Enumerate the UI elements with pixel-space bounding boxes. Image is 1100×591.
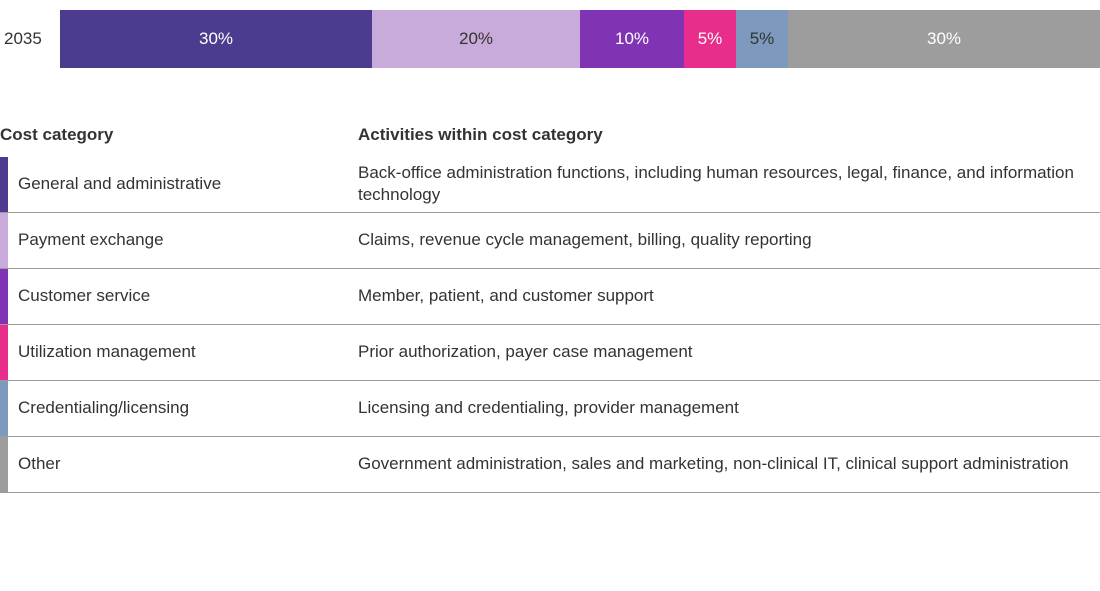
row-activities: Prior authorization, payer case manageme… xyxy=(358,325,1100,380)
row-activities: Claims, revenue cycle management, billin… xyxy=(358,213,1100,268)
year-label: 2035 xyxy=(0,29,60,49)
bar-segment-label: 5% xyxy=(750,29,775,49)
row-category: Payment exchange xyxy=(8,213,358,268)
bar-segment-label: 10% xyxy=(615,29,649,49)
stacked-bar-row: 2035 30% 20% 10% 5% 5% 30% xyxy=(0,0,1100,88)
row-swatch xyxy=(0,325,8,380)
header-activities: Activities within cost category xyxy=(358,124,1100,147)
row-category: Customer service xyxy=(8,269,358,324)
table-row: Credentialing/licensingLicensing and cre… xyxy=(0,381,1100,437)
row-category: Credentialing/licensing xyxy=(8,381,358,436)
row-activities: Licensing and credentialing, provider ma… xyxy=(358,381,1100,436)
bar-segment-customer-service: 10% xyxy=(580,10,684,68)
table-row: Utilization managementPrior authorizatio… xyxy=(0,325,1100,381)
row-activities: Member, patient, and customer support xyxy=(358,269,1100,324)
table-row: Payment exchangeClaims, revenue cycle ma… xyxy=(0,213,1100,269)
row-category: General and administrative xyxy=(8,157,358,212)
row-swatch xyxy=(0,381,8,436)
cost-category-table: Cost category Activities within cost cat… xyxy=(0,118,1100,493)
bar-segment-other: 30% xyxy=(788,10,1100,68)
bar-segment-label: 30% xyxy=(927,29,961,49)
bar-segment-label: 5% xyxy=(698,29,723,49)
row-swatch xyxy=(0,269,8,324)
row-swatch xyxy=(0,157,8,212)
stacked-bar: 30% 20% 10% 5% 5% 30% xyxy=(60,10,1100,68)
row-activities: Back-office administration functions, in… xyxy=(358,157,1100,212)
bar-segment-label: 20% xyxy=(459,29,493,49)
table-body: General and administrativeBack-office ad… xyxy=(0,157,1100,493)
bar-segment-label: 30% xyxy=(199,29,233,49)
bar-segment-general-admin: 30% xyxy=(60,10,372,68)
row-category: Utilization management xyxy=(8,325,358,380)
table-row: OtherGovernment administration, sales an… xyxy=(0,437,1100,493)
row-swatch xyxy=(0,437,8,492)
table-row: Customer serviceMember, patient, and cus… xyxy=(0,269,1100,325)
figure-root: 2035 30% 20% 10% 5% 5% 30% Cost category Acti… xyxy=(0,0,1100,493)
bar-segment-utilization-mgmt: 5% xyxy=(684,10,736,68)
table-header: Cost category Activities within cost cat… xyxy=(0,118,1100,157)
row-activities: Government administration, sales and mar… xyxy=(358,437,1100,492)
row-swatch xyxy=(0,213,8,268)
header-category: Cost category xyxy=(0,124,358,147)
bar-segment-credentialing: 5% xyxy=(736,10,788,68)
table-row: General and administrativeBack-office ad… xyxy=(0,157,1100,213)
bar-segment-payment-exchange: 20% xyxy=(372,10,580,68)
row-category: Other xyxy=(8,437,358,492)
